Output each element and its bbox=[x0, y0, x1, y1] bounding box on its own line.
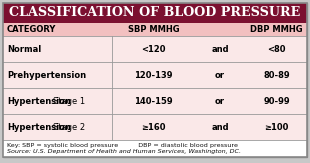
Text: Prehypertension: Prehypertension bbox=[7, 71, 86, 80]
Bar bbox=[3, 23, 307, 36]
Text: Hypertension: Hypertension bbox=[7, 123, 71, 132]
Text: ≥100: ≥100 bbox=[264, 123, 289, 132]
Bar bbox=[3, 114, 307, 140]
Text: 80-89: 80-89 bbox=[263, 71, 290, 80]
Text: SBP MMHG: SBP MMHG bbox=[128, 25, 179, 34]
Text: Stage 1: Stage 1 bbox=[53, 96, 85, 105]
Text: 120-139: 120-139 bbox=[134, 71, 173, 80]
Text: 140-159: 140-159 bbox=[134, 96, 173, 105]
Text: or: or bbox=[215, 96, 225, 105]
Text: <120: <120 bbox=[141, 44, 166, 53]
Text: or: or bbox=[215, 71, 225, 80]
Bar bbox=[3, 36, 307, 62]
Text: and: and bbox=[211, 123, 229, 132]
Text: <80: <80 bbox=[267, 44, 286, 53]
Text: Hypertension: Hypertension bbox=[7, 96, 71, 105]
Text: Key: SBP = systolic blood pressure          DBP = diastolic blood pressure: Key: SBP = systolic blood pressure DBP =… bbox=[7, 142, 238, 148]
Text: Stage 2: Stage 2 bbox=[53, 123, 85, 132]
Text: Source: U.S. Department of Health and Human Services, Washington, DC.: Source: U.S. Department of Health and Hu… bbox=[7, 149, 241, 154]
Bar bbox=[3, 140, 307, 157]
Bar bbox=[3, 3, 307, 23]
Bar bbox=[3, 88, 307, 114]
Text: and: and bbox=[211, 44, 229, 53]
Text: 90-99: 90-99 bbox=[263, 96, 290, 105]
Bar bbox=[3, 62, 307, 88]
Text: CATEGORY: CATEGORY bbox=[7, 25, 56, 34]
Text: DBP MMHG: DBP MMHG bbox=[250, 25, 303, 34]
Text: CLASSIFICATION OF BLOOD PRESSURE: CLASSIFICATION OF BLOOD PRESSURE bbox=[9, 7, 301, 20]
Text: ≥160: ≥160 bbox=[141, 123, 166, 132]
Text: Normal: Normal bbox=[7, 44, 41, 53]
